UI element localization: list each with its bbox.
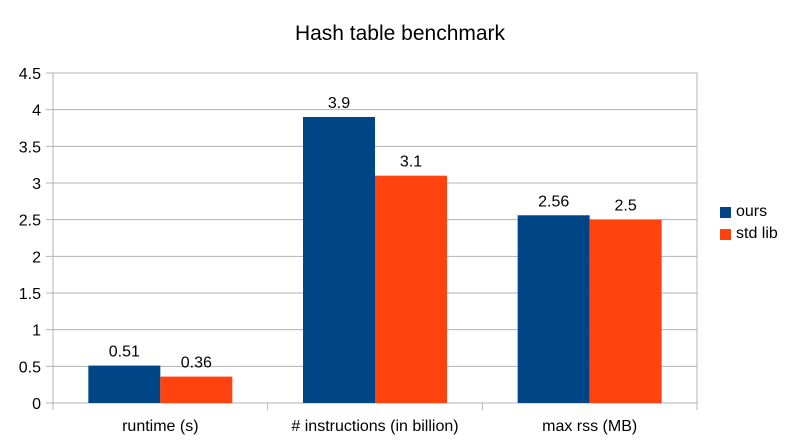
bar-ours — [303, 117, 375, 403]
y-tick-label: 1.5 — [19, 286, 41, 303]
x-category-label: max rss (MB) — [542, 418, 637, 435]
data-label: 2.56 — [538, 193, 569, 210]
bar-ours — [88, 365, 161, 403]
bar-std-lib — [375, 175, 447, 403]
bar-ours — [517, 215, 590, 403]
legend-label: std lib — [736, 225, 778, 242]
y-tick-label: 2.5 — [19, 213, 41, 230]
legend-item-std-lib: std lib — [720, 223, 778, 245]
bar-std-lib — [589, 219, 662, 403]
y-tick-label: 1 — [32, 323, 41, 340]
legend-swatch-ours — [720, 206, 731, 218]
data-label: 2.5 — [615, 198, 637, 215]
legend-item-ours: ours — [720, 201, 778, 223]
y-tick-label: 2 — [32, 249, 41, 266]
y-tick-label: 3 — [32, 176, 41, 193]
data-label: 0.36 — [181, 355, 212, 372]
legend: ours std lib — [720, 201, 778, 245]
chart-title: Hash table benchmark — [294, 22, 506, 45]
legend-label: ours — [736, 203, 768, 220]
data-label: 3.1 — [400, 154, 422, 171]
y-tick-label: 4 — [32, 103, 41, 120]
legend-swatch-std-lib — [720, 228, 731, 240]
x-category-label: runtime (s) — [122, 418, 198, 435]
data-label: 3.9 — [328, 95, 350, 112]
y-tick-label: 0 — [32, 396, 41, 413]
y-tick-label: 3.5 — [19, 139, 41, 156]
bar-std-lib — [160, 376, 233, 403]
y-tick-label: 4.5 — [19, 66, 41, 83]
data-label: 0.51 — [109, 344, 140, 361]
x-category-label: # instructions (in billion) — [291, 418, 458, 435]
y-tick-label: 0.5 — [19, 359, 41, 376]
